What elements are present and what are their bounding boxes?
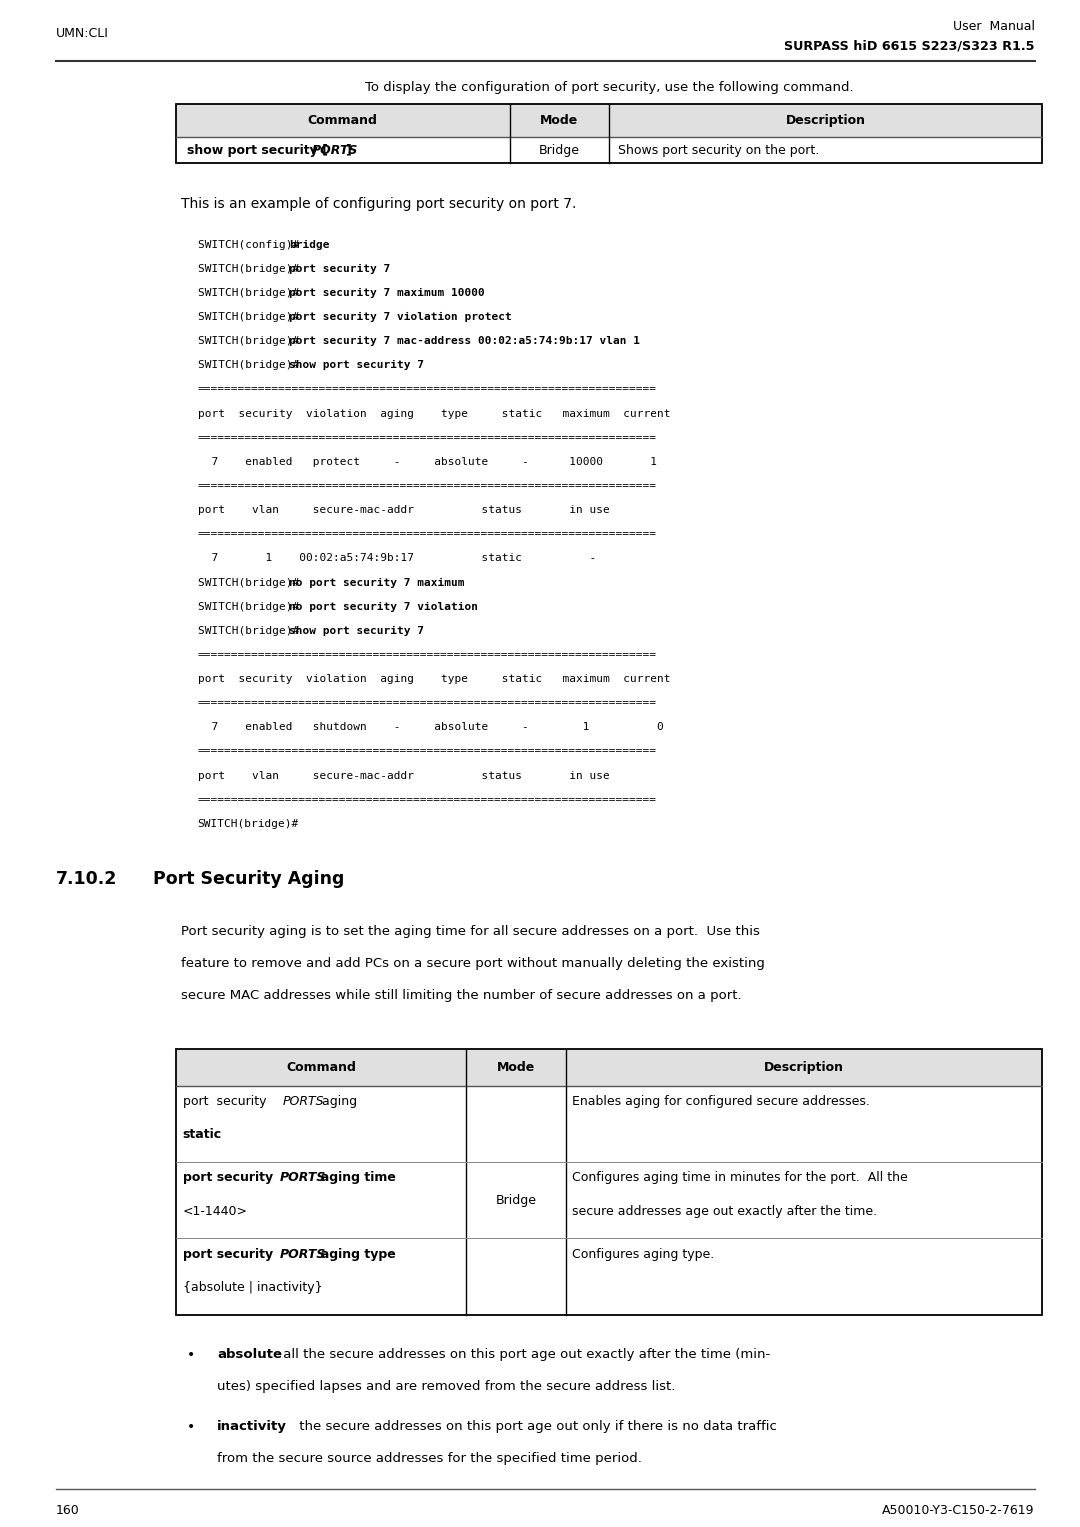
- Text: PORTS: PORTS: [312, 144, 359, 157]
- Text: SWITCH(bridge)#: SWITCH(bridge)#: [198, 360, 306, 371]
- Text: PORTS: PORTS: [280, 1171, 326, 1185]
- Text: port security 7 violation protect: port security 7 violation protect: [289, 312, 512, 322]
- Text: SWITCH(bridge)#: SWITCH(bridge)#: [198, 577, 306, 588]
- Text: port security: port security: [183, 1171, 282, 1185]
- Text: Command: Command: [286, 1061, 356, 1073]
- Text: Shows port security on the port.: Shows port security on the port.: [618, 144, 819, 157]
- Text: {absolute | inactivity}: {absolute | inactivity}: [183, 1281, 322, 1295]
- Text: SWITCH(bridge)#: SWITCH(bridge)#: [198, 626, 306, 635]
- Text: •: •: [187, 1348, 195, 1362]
- Text: ====================================================================: ========================================…: [198, 530, 657, 539]
- Text: <1-1440>: <1-1440>: [183, 1205, 247, 1219]
- Text: aging: aging: [314, 1095, 357, 1109]
- Text: PORTS: PORTS: [283, 1095, 324, 1109]
- Text: ]: ]: [345, 144, 351, 157]
- Text: SURPASS hiD 6615 S223/S323 R1.5: SURPASS hiD 6615 S223/S323 R1.5: [784, 40, 1035, 53]
- Bar: [176, 1049, 1042, 1315]
- Text: 7    enabled   protect     -     absolute     -      10000       1: 7 enabled protect - absolute - 10000 1: [198, 457, 657, 467]
- Text: absolute: absolute: [217, 1348, 282, 1362]
- Text: Configures aging time in minutes for the port.  All the: Configures aging time in minutes for the…: [572, 1171, 908, 1185]
- Text: Configures aging type.: Configures aging type.: [572, 1248, 715, 1261]
- Text: A50010-Y3-C150-2-7619: A50010-Y3-C150-2-7619: [882, 1504, 1035, 1518]
- Text: Port Security Aging: Port Security Aging: [153, 870, 345, 889]
- Text: 7.10.2: 7.10.2: [56, 870, 118, 889]
- Text: SWITCH(bridge)#: SWITCH(bridge)#: [198, 312, 306, 322]
- Text: show port security [: show port security [: [187, 144, 328, 157]
- Text: ====================================================================: ========================================…: [198, 651, 657, 660]
- Text: secure addresses age out exactly after the time.: secure addresses age out exactly after t…: [572, 1205, 877, 1219]
- Text: Port security aging is to set the aging time for all secure addresses on a port.: Port security aging is to set the aging …: [181, 925, 760, 939]
- Text: ====================================================================: ========================================…: [198, 385, 657, 394]
- Text: Mode: Mode: [540, 115, 579, 127]
- Text: no port security 7 maximum: no port security 7 maximum: [289, 577, 464, 588]
- Text: port security 7 mac-address 00:02:a5:74:9b:17 vlan 1: port security 7 mac-address 00:02:a5:74:…: [289, 336, 640, 347]
- Text: port security 7 maximum 10000: port security 7 maximum 10000: [289, 289, 485, 298]
- Text: port    vlan     secure-mac-addr          status       in use: port vlan secure-mac-addr status in use: [198, 505, 609, 515]
- Text: ====================================================================: ========================================…: [198, 794, 657, 805]
- Bar: [176, 1049, 1042, 1086]
- Text: Description: Description: [785, 115, 866, 127]
- Text: ====================================================================: ========================================…: [198, 747, 657, 756]
- Text: no port security 7 violation: no port security 7 violation: [289, 602, 478, 612]
- Text: 160: 160: [56, 1504, 80, 1518]
- Text: port  security: port security: [183, 1095, 274, 1109]
- Text: show port security 7: show port security 7: [289, 360, 424, 371]
- Text: bridge: bridge: [289, 240, 329, 250]
- Text: port security 7: port security 7: [289, 264, 391, 273]
- Text: port security: port security: [183, 1248, 282, 1261]
- Bar: [176, 104, 1042, 163]
- Text: static: static: [183, 1128, 221, 1142]
- Text: SWITCH(bridge)#: SWITCH(bridge)#: [198, 264, 306, 273]
- Text: SWITCH(bridge)#: SWITCH(bridge)#: [198, 818, 299, 829]
- Bar: [176, 104, 1042, 137]
- Text: 7       1    00:02:a5:74:9b:17          static          -: 7 1 00:02:a5:74:9b:17 static -: [198, 553, 596, 563]
- Text: This is an example of configuring port security on port 7.: This is an example of configuring port s…: [181, 197, 577, 211]
- Text: SWITCH(bridge)#: SWITCH(bridge)#: [198, 289, 306, 298]
- Text: To display the configuration of port security, use the following command.: To display the configuration of port sec…: [365, 81, 853, 95]
- Text: port  security  violation  aging    type     static   maximum  current: port security violation aging type stati…: [198, 673, 670, 684]
- Text: UMN:CLI: UMN:CLI: [56, 27, 109, 41]
- Text: port  security  violation  aging    type     static   maximum  current: port security violation aging type stati…: [198, 409, 670, 418]
- Text: ====================================================================: ========================================…: [198, 698, 657, 709]
- Text: utes) specified lapses and are removed from the secure address list.: utes) specified lapses and are removed f…: [217, 1380, 675, 1394]
- Text: all the secure addresses on this port age out exactly after the time (min-: all the secure addresses on this port ag…: [280, 1348, 770, 1362]
- Text: Enables aging for configured secure addresses.: Enables aging for configured secure addr…: [572, 1095, 870, 1109]
- Text: User  Manual: User Manual: [953, 20, 1035, 34]
- Text: Mode: Mode: [497, 1061, 535, 1073]
- Text: inactivity: inactivity: [217, 1420, 287, 1434]
- Text: Description: Description: [764, 1061, 843, 1073]
- Text: ====================================================================: ========================================…: [198, 481, 657, 492]
- Text: aging type: aging type: [312, 1248, 396, 1261]
- Text: feature to remove and add PCs on a secure port without manually deleting the exi: feature to remove and add PCs on a secur…: [181, 957, 766, 971]
- Text: show port security 7: show port security 7: [289, 626, 424, 635]
- Text: 7    enabled   shutdown    -     absolute     -        1          0: 7 enabled shutdown - absolute - 1 0: [198, 722, 663, 733]
- Text: port    vlan     secure-mac-addr          status       in use: port vlan secure-mac-addr status in use: [198, 771, 609, 780]
- Text: SWITCH(bridge)#: SWITCH(bridge)#: [198, 602, 306, 612]
- Text: ====================================================================: ========================================…: [198, 432, 657, 443]
- Text: SWITCH(bridge)#: SWITCH(bridge)#: [198, 336, 306, 347]
- Text: •: •: [187, 1420, 195, 1434]
- Text: PORTS: PORTS: [280, 1248, 326, 1261]
- Text: Command: Command: [308, 115, 378, 127]
- Text: from the secure source addresses for the specified time period.: from the secure source addresses for the…: [217, 1452, 642, 1466]
- Text: secure MAC addresses while still limiting the number of secure addresses on a po: secure MAC addresses while still limitin…: [181, 989, 742, 1003]
- Text: Bridge: Bridge: [539, 144, 580, 157]
- Text: the secure addresses on this port age out only if there is no data traffic: the secure addresses on this port age ou…: [295, 1420, 777, 1434]
- Text: Bridge: Bridge: [496, 1194, 537, 1206]
- Text: aging time: aging time: [312, 1171, 396, 1185]
- Text: SWITCH(config)#: SWITCH(config)#: [198, 240, 306, 250]
